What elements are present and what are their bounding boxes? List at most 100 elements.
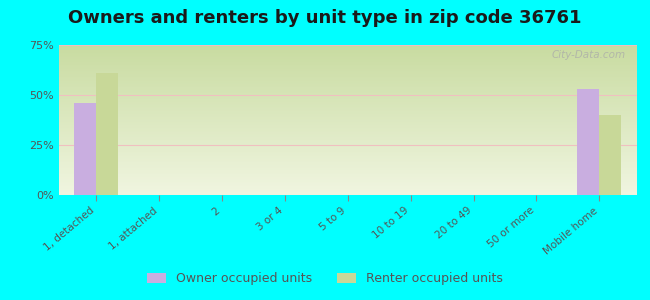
Bar [58,100,637,102]
Bar [58,135,637,136]
Bar [58,158,637,159]
Bar [58,148,637,150]
Bar [58,84,637,86]
Bar [58,140,637,141]
Bar [58,114,637,116]
Bar [58,78,637,80]
Bar [58,159,637,160]
Bar [58,61,637,63]
Bar [58,117,637,118]
Bar [58,72,637,74]
Bar [58,172,637,174]
Legend: Owner occupied units, Renter occupied units: Owner occupied units, Renter occupied un… [145,270,505,288]
Bar [58,176,637,177]
Bar [58,134,637,135]
Bar [58,180,637,182]
Bar [58,183,637,184]
Bar [58,162,637,164]
Bar [58,106,637,108]
Bar [58,129,637,130]
Bar [58,87,637,88]
Bar [58,116,637,117]
Bar [74,103,96,195]
Bar [58,66,637,68]
Bar [58,147,637,148]
Bar [58,80,637,81]
Bar [58,186,637,188]
Bar [599,115,621,195]
Bar [58,124,637,126]
Bar [58,110,637,111]
Bar [58,153,637,154]
Bar [58,138,637,140]
Bar [58,82,637,84]
Bar [58,168,637,170]
Bar [58,74,637,75]
Bar [58,96,637,98]
Bar [58,70,637,72]
Bar [58,52,637,54]
Bar [58,120,637,122]
Bar [58,45,637,46]
Bar [58,68,637,69]
Bar [58,50,637,51]
Bar [58,112,637,114]
Bar [58,58,637,60]
Bar [58,90,637,92]
Bar [58,92,637,93]
Bar [58,132,637,134]
Text: Owners and renters by unit type in zip code 36761: Owners and renters by unit type in zip c… [68,9,582,27]
Bar [58,184,637,186]
Bar [58,128,637,129]
Bar [58,178,637,180]
Bar [58,192,637,194]
Bar [58,94,637,96]
Bar [58,64,637,66]
Bar [58,136,637,138]
Bar [58,98,637,99]
Bar [58,108,637,110]
Bar [58,56,637,57]
Bar [58,194,637,195]
Bar [58,169,637,171]
Bar [58,48,637,50]
Bar [58,69,637,70]
Bar [58,126,637,128]
Bar [58,102,637,104]
Bar [96,73,118,195]
Bar [58,76,637,78]
Bar [58,177,637,178]
Bar [58,141,637,142]
Bar [58,63,637,64]
Bar [58,146,637,147]
Bar [58,75,637,76]
Bar [58,160,637,162]
Bar [58,154,637,156]
Bar [58,171,637,172]
Bar [58,93,637,94]
Bar [58,105,637,106]
Bar [58,103,637,105]
Bar [58,130,637,132]
Bar [58,51,637,52]
Bar [58,54,637,56]
Bar [58,150,637,152]
Bar [58,85,637,87]
Bar [58,88,637,90]
Bar [58,123,637,124]
Bar [58,122,637,123]
Bar [58,81,637,82]
Bar [58,164,637,165]
Bar [58,152,637,153]
Bar [577,89,599,195]
Text: City-Data.com: City-Data.com [551,50,625,59]
Bar [58,167,637,168]
Bar [58,57,637,58]
Bar [58,99,637,100]
Bar [58,165,637,166]
Bar [58,189,637,190]
Bar [58,188,637,189]
Bar [58,190,637,192]
Bar [58,142,637,144]
Bar [58,46,637,48]
